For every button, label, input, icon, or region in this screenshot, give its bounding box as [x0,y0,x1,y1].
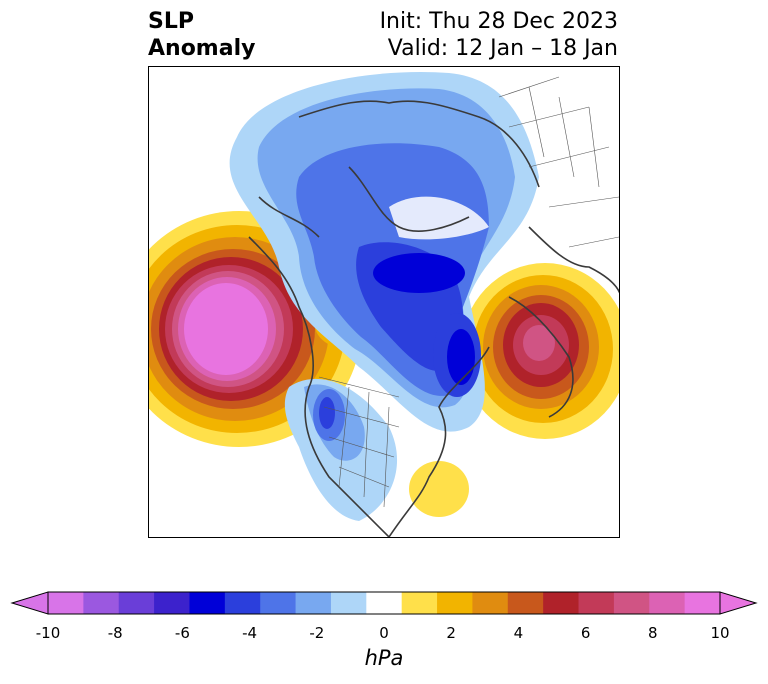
colorbar-extend-min [10,591,49,615]
western-us-low-anomaly [284,378,398,521]
valid-range: Valid: 12 Jan – 18 Jan [387,36,618,61]
colorbar-tick-label: -10 [35,624,61,642]
colorbar-tick-label: -8 [107,624,123,642]
colorbar-segment [507,592,544,614]
title-block: SLP Anomaly [148,8,255,62]
colorbar-tick-label: 10 [710,624,730,642]
colorbar-segment [118,592,155,614]
colorbar-segment [472,592,509,614]
date-block: Init: Thu 28 Dec 2023 Valid: 12 Jan – 18… [380,8,618,62]
variable-title: SLP [148,9,194,34]
colorbar-segment [83,592,120,614]
europe-high-anomaly [461,263,619,439]
colorbar-tick-label: 0 [379,624,389,642]
atlantic-high-anomaly [409,461,469,517]
political-borders [318,76,619,508]
colorbar-segment [330,592,367,614]
anomaly-map [148,66,620,538]
colorbar-segment [366,592,403,614]
colorbar-extend-max [719,591,758,615]
units-label: hPa [364,646,404,670]
anomaly-subtitle: Anomaly [148,36,256,61]
init-date: Init: Thu 28 Dec 2023 [379,9,618,34]
colorbar-tick-label: -6 [174,624,190,642]
colorbar-segment [437,592,473,614]
colorbar-segment [48,592,84,614]
pacific-high-anomaly [149,211,383,447]
colorbar-segment [224,592,261,614]
colorbar-segment [154,592,190,614]
colorbar-segment [295,592,332,614]
colorbar-segment [684,592,721,614]
colorbar-tick-label: 6 [580,624,591,642]
coastlines [248,100,619,537]
colorbar-segment [578,592,615,614]
arctic-low-anomaly [229,71,539,432]
colorbar-segment [260,592,297,614]
colorbar-segment [543,592,580,614]
colorbar-segment [401,592,438,614]
colorbar [10,591,758,615]
map-canvas [149,71,619,537]
colorbar-tick-label: -4 [242,624,258,642]
colorbar-tick-label: -2 [309,624,325,642]
colorbar-tick-label: 2 [446,624,456,642]
colorbar-tick-label: 8 [648,624,658,642]
colorbar-segment [189,592,226,614]
colorbar-segment [649,592,686,614]
colorbar-segment [613,592,650,614]
colorbar-outline [47,591,721,615]
colorbar-tick-label: 4 [513,624,524,642]
